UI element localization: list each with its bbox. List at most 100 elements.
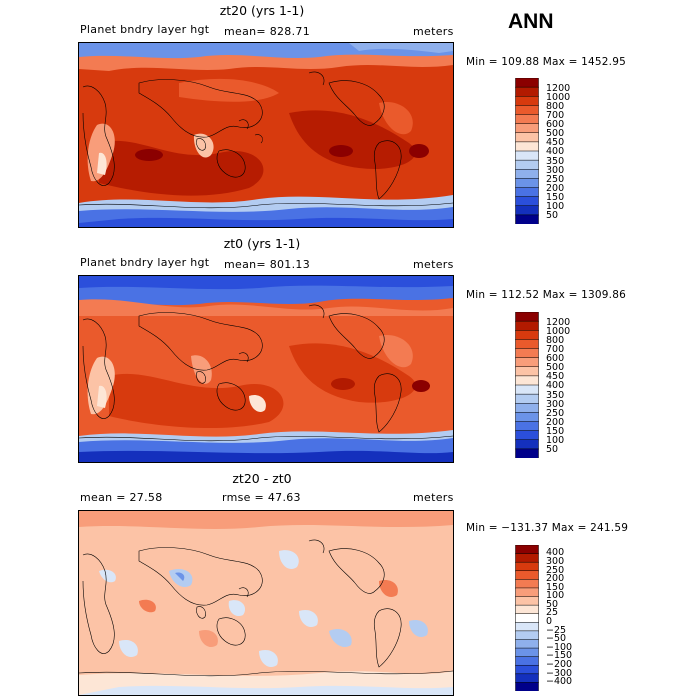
colorbar-swatch [515, 205, 539, 216]
colorbar-swatch [515, 561, 539, 572]
colorbar-swatch [515, 421, 539, 432]
colorbar-tick-label: 50 [546, 444, 559, 456]
panel3-map [78, 510, 454, 696]
colorbar-swatch [515, 214, 539, 224]
panel1-mean-label: mean= 828.71 [224, 25, 310, 38]
colorbar-tick-label: 250 [546, 407, 565, 419]
colorbar-swatch [515, 141, 539, 152]
colorbar-swatch [515, 384, 539, 395]
colorbar-swatch [515, 320, 539, 331]
panel3-rmse-label: rmse = 47.63 [222, 491, 301, 504]
panel2-variable-label: Planet bndry layer hgt [80, 256, 210, 269]
colorbar-swatch [515, 123, 539, 134]
panel1-variable-label: Planet bndry layer hgt [80, 23, 210, 36]
colorbar-tick-label: 350 [546, 155, 565, 167]
colorbar-swatch [515, 439, 539, 450]
colorbar-tick-label: 200 [546, 573, 565, 585]
colorbar-tick-label: 700 [546, 109, 565, 121]
colorbar-tick-label: −25 [546, 624, 567, 636]
colorbar-tick-label: −400 [546, 676, 573, 688]
colorbar-tick-label: 1000 [546, 91, 571, 103]
colorbar-swatch [515, 187, 539, 198]
colorbar-swatch [515, 596, 539, 606]
colorbar-tick-label: 100 [546, 435, 565, 447]
colorbar-tick-label: 50 [546, 210, 559, 222]
panel1-minmax-label: Min = 109.88 Max = 1452.95 [466, 56, 626, 68]
colorbar-tick-label: −150 [546, 650, 573, 662]
colorbar-tick-label: 300 [546, 398, 565, 410]
panel2-colorbar [515, 312, 539, 458]
colorbar-tick-label: 150 [546, 581, 565, 593]
colorbar-tick-label: 300 [546, 164, 565, 176]
panel1-colorbar [515, 78, 539, 224]
colorbar-swatch [515, 132, 539, 143]
colorbar-swatch [515, 105, 539, 116]
colorbar-tick-label: 350 [546, 389, 565, 401]
colorbar-tick-label: 200 [546, 416, 565, 428]
colorbar-tick-label: −200 [546, 658, 573, 670]
colorbar-swatch [515, 682, 539, 691]
colorbar-tick-label: 450 [546, 137, 565, 149]
colorbar-swatch [515, 114, 539, 125]
colorbar-swatch [515, 553, 539, 563]
colorbar-swatch [515, 403, 539, 413]
colorbar-swatch [515, 169, 539, 179]
panel2-map [78, 275, 454, 463]
panel3-units-label: meters [413, 491, 454, 504]
colorbar-tick-label: 25 [546, 607, 559, 619]
colorbar-swatch [515, 622, 539, 632]
colorbar-swatch [515, 613, 539, 623]
colorbar-tick-label: 1000 [546, 325, 571, 337]
colorbar-swatch [515, 178, 539, 189]
colorbar-swatch [515, 430, 539, 441]
colorbar-swatch [515, 545, 539, 555]
colorbar-swatch [515, 357, 539, 368]
colorbar-tick-label: 50 [546, 598, 559, 610]
colorbar-swatch [515, 86, 539, 97]
panel2-title: zt0 (yrs 1-1) [223, 236, 301, 251]
colorbar-swatch [515, 96, 539, 106]
panel2-minmax-label: Min = 112.52 Max = 1309.86 [466, 289, 626, 301]
colorbar-tick-label: 600 [546, 119, 565, 131]
colorbar-swatch [515, 673, 539, 683]
panel3-title: zt20 - zt0 [232, 471, 292, 486]
colorbar-tick-label: 150 [546, 192, 565, 204]
colorbar-tick-label: 600 [546, 353, 565, 365]
colorbar-tick-label: 1200 [546, 316, 571, 328]
colorbar-tick-label: 100 [546, 201, 565, 213]
colorbar-tick-label: 800 [546, 334, 565, 346]
colorbar-tick-label: 400 [546, 146, 565, 158]
colorbar-swatch [515, 78, 539, 88]
colorbar-swatch [515, 656, 539, 666]
colorbar-tick-label: 300 [546, 555, 565, 567]
colorbar-tick-label: 200 [546, 182, 565, 194]
colorbar-tick-label: 250 [546, 564, 565, 576]
colorbar-swatch [515, 366, 539, 377]
panel1-title: zt20 (yrs 1-1) [219, 3, 305, 18]
panel2-units-label: meters [413, 258, 454, 271]
colorbar-swatch [515, 448, 539, 458]
colorbar-swatch [515, 348, 539, 359]
colorbar-swatch [515, 330, 539, 340]
colorbar-swatch [515, 159, 539, 170]
panel2-mean-label: mean= 801.13 [224, 258, 310, 271]
colorbar-tick-label: 150 [546, 426, 565, 438]
colorbar-swatch [515, 339, 539, 350]
colorbar-tick-label: 450 [546, 371, 565, 383]
colorbar-tick-label: −50 [546, 633, 567, 645]
panel1-map [78, 42, 454, 228]
colorbar-swatch [515, 196, 539, 207]
colorbar-tick-label: 250 [546, 173, 565, 185]
panel3-colorbar [515, 545, 539, 691]
colorbar-swatch [515, 412, 539, 423]
colorbar-tick-label: 500 [546, 362, 565, 374]
colorbar-tick-label: −300 [546, 667, 573, 679]
colorbar-tick-label: 800 [546, 100, 565, 112]
panel1-units-label: meters [413, 25, 454, 38]
colorbar-swatch [515, 664, 539, 675]
colorbar-tick-label: 500 [546, 128, 565, 140]
colorbar-swatch [515, 579, 539, 589]
colorbar-swatch [515, 375, 539, 386]
colorbar-swatch [515, 393, 539, 404]
colorbar-tick-label: 1200 [546, 82, 571, 94]
